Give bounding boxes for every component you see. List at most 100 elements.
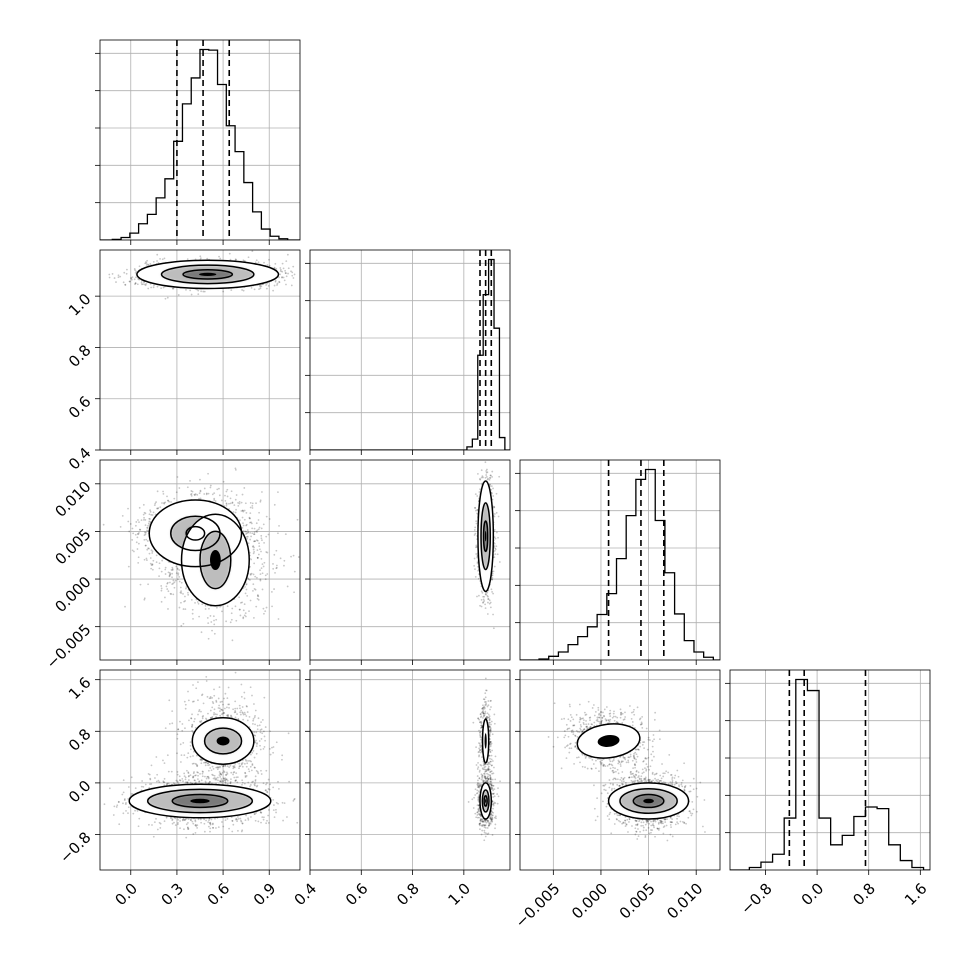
scatter-point xyxy=(173,586,176,589)
scatter-point xyxy=(230,612,233,615)
scatter-point xyxy=(147,522,150,525)
scatter-point xyxy=(244,615,247,618)
scatter-point xyxy=(166,581,169,584)
scatter-point xyxy=(130,278,133,281)
scatter-point xyxy=(251,507,254,509)
scatter-point xyxy=(108,273,111,276)
scatter-point xyxy=(281,270,284,273)
scatter-point xyxy=(167,608,169,610)
scatter-point xyxy=(252,573,255,576)
scatter-point xyxy=(221,610,223,613)
scatter-point xyxy=(485,474,488,476)
scatter-point xyxy=(154,502,157,505)
scatter-point xyxy=(199,497,202,500)
scatter-point xyxy=(209,615,212,617)
scatter-point xyxy=(211,493,214,496)
scatter-point xyxy=(247,542,250,545)
scatter-point xyxy=(274,279,277,282)
scatter-point xyxy=(190,490,193,492)
scatter-point xyxy=(244,502,247,505)
scatter-point xyxy=(146,540,149,542)
scatter-point xyxy=(261,588,264,591)
scatter-point xyxy=(266,551,269,554)
histogram-area xyxy=(310,250,510,450)
scatter-point xyxy=(260,537,263,540)
scatter-point xyxy=(167,590,170,593)
scatter-point xyxy=(190,493,192,496)
scatter-point xyxy=(148,513,151,516)
scatter-point xyxy=(165,585,168,588)
scatter-point xyxy=(205,493,208,496)
scatter-point xyxy=(171,572,174,575)
y-ticks xyxy=(95,483,100,628)
scatter-point xyxy=(175,572,178,575)
scatter-point xyxy=(204,608,207,610)
scatter-point xyxy=(177,573,180,576)
scatter-point xyxy=(492,592,495,595)
scatter-point xyxy=(274,262,277,265)
contours xyxy=(136,259,280,290)
scatter-point xyxy=(187,591,189,594)
scatter-point xyxy=(258,511,260,514)
panel-1-1 xyxy=(305,249,511,455)
scatter-point xyxy=(255,576,258,579)
scatter-point xyxy=(284,269,287,272)
scatter-point xyxy=(261,572,264,575)
scatter-point xyxy=(148,547,150,550)
scatter-point xyxy=(229,258,232,261)
scatter-point xyxy=(133,268,136,270)
scatter-point xyxy=(246,532,248,535)
density-area xyxy=(108,250,296,300)
scatter-point xyxy=(224,494,226,497)
scatter-point xyxy=(284,533,287,536)
scatter-point xyxy=(265,284,267,286)
scatter-point xyxy=(128,530,131,533)
scatter-point xyxy=(250,535,252,538)
scatter-point xyxy=(128,280,131,283)
scatter-point xyxy=(140,281,143,284)
scatter-point xyxy=(234,467,237,470)
scatter-point xyxy=(133,278,136,281)
scatter-point xyxy=(192,617,194,620)
scatter-point xyxy=(231,639,234,642)
gridlines xyxy=(309,460,510,660)
scatter-point xyxy=(160,585,163,587)
scatter-point xyxy=(225,620,228,623)
scatter-point xyxy=(134,282,137,285)
scatter-point xyxy=(250,521,252,524)
scatter-point xyxy=(213,632,216,635)
scatter-point xyxy=(256,595,259,597)
scatter-point xyxy=(259,285,262,288)
panel-1-0: 0.40.60.81.0 xyxy=(65,249,301,473)
scatter-point xyxy=(235,494,238,496)
scatter-point xyxy=(143,598,146,601)
contour-line xyxy=(136,259,280,290)
scatter-point xyxy=(285,260,288,263)
scatter-point xyxy=(143,534,146,537)
y-tick-label: 0.000 xyxy=(51,573,94,616)
scatter-point xyxy=(262,565,265,568)
scatter-point xyxy=(151,552,154,554)
scatter-point xyxy=(189,289,192,292)
scatter-point xyxy=(256,556,259,559)
scatter-point xyxy=(191,490,194,493)
scatter-point xyxy=(246,535,249,538)
scatter-point xyxy=(258,542,260,545)
scatter-point xyxy=(136,536,139,539)
scatter-point xyxy=(213,497,216,500)
scatter-point xyxy=(283,564,285,567)
scatter-point xyxy=(172,579,175,582)
scatter-point xyxy=(178,576,181,578)
scatter-point xyxy=(163,502,166,505)
scatter-point xyxy=(247,577,250,580)
scatter-point xyxy=(290,284,293,287)
scatter-point xyxy=(297,556,300,558)
scatter-point xyxy=(147,263,149,266)
scatter-point xyxy=(230,618,233,621)
scatter-point xyxy=(119,275,122,278)
scatter-point xyxy=(279,268,282,271)
scatter-point xyxy=(285,275,288,278)
scatter-point xyxy=(242,617,245,620)
scatter-point xyxy=(143,516,145,519)
scatter-point xyxy=(136,548,139,550)
